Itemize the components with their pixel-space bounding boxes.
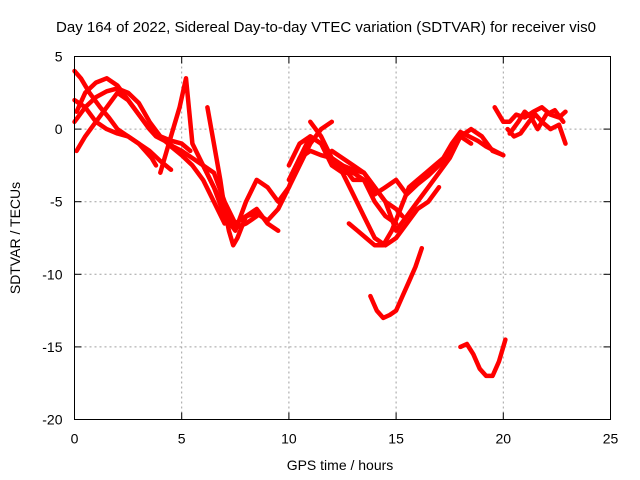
series-track-a: [72, 68, 174, 173]
series-track-p: [458, 337, 508, 379]
y-tick-label: -5: [50, 194, 63, 210]
series-track-b: [72, 97, 159, 168]
y-tick-label: -10: [42, 266, 62, 282]
y-tick-label: -20: [42, 412, 62, 428]
y-axis-label: SDTVAR / TECUs: [7, 182, 23, 294]
series-track-n: [346, 129, 506, 248]
y-tick-label: -15: [42, 339, 62, 355]
series-track-f: [158, 76, 259, 231]
x-tick-label: 20: [496, 431, 512, 447]
x-tick-label: 25: [603, 431, 619, 447]
series-track-l: [308, 119, 474, 197]
grid: [74, 56, 611, 420]
chart-title: Day 164 of 2022, Sidereal Day-to-day VTE…: [56, 19, 596, 36]
series-group: [72, 68, 568, 379]
y-tick-label: 0: [55, 121, 63, 137]
plot-frame: [74, 56, 611, 420]
x-ticks: 0 5 10 15 20 25: [71, 56, 619, 447]
series-track-m: [329, 126, 506, 233]
series-track-s: [507, 107, 566, 136]
x-axis-label: GPS time / hours: [287, 457, 394, 473]
series-track-g: [205, 105, 281, 248]
y-tick-label: 5: [55, 49, 63, 65]
x-tick-label: 15: [388, 431, 404, 447]
series-track-k: [286, 134, 442, 248]
x-tick-label: 10: [281, 431, 297, 447]
series-track-r: [505, 112, 568, 146]
y-ticks: -20 -15 -10 -5 0 5: [42, 49, 611, 428]
x-tick-label: 5: [178, 431, 186, 447]
series-track-e: [72, 86, 227, 226]
series-track-o: [368, 245, 425, 321]
x-tick-label: 0: [71, 431, 79, 447]
